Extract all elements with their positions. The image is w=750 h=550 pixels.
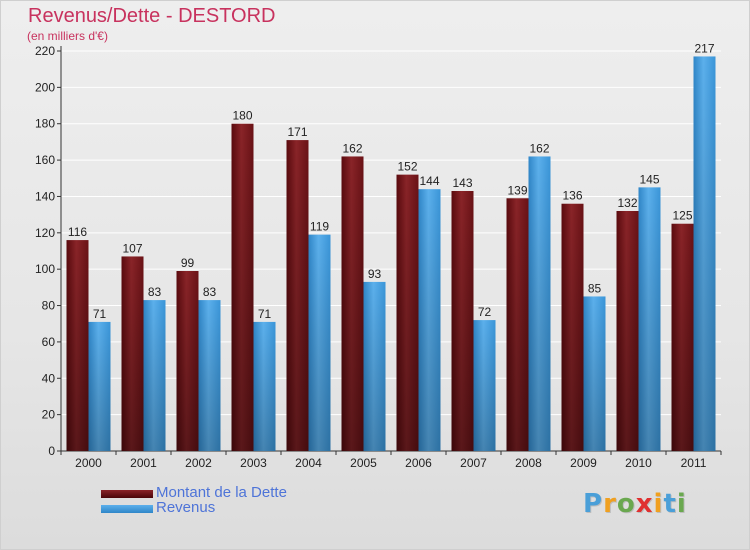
y-tick-label: 200: [35, 80, 55, 94]
data-label-dette: 139: [507, 183, 527, 197]
x-tick-label: 2005: [350, 456, 377, 470]
data-label-revenus: 93: [368, 267, 382, 281]
bar-revenus-shade: [308, 234, 331, 451]
bar-revenus-shade: [473, 320, 496, 451]
x-tick-label: 2003: [240, 456, 267, 470]
bar-dette-shade: [561, 203, 584, 451]
data-label-revenus: 217: [694, 41, 714, 55]
bar-revenus-shade: [583, 296, 606, 451]
legend-label-dette: Montant de la Dette: [156, 484, 287, 501]
data-label-revenus: 85: [588, 281, 602, 295]
bars: [66, 56, 716, 452]
bar-dette-shade: [616, 211, 639, 451]
data-label-revenus: 162: [529, 141, 549, 155]
data-label-revenus: 145: [639, 172, 659, 186]
data-label-dette: 171: [287, 125, 307, 139]
x-tick-label: 2006: [405, 456, 432, 470]
data-label-dette: 152: [397, 160, 417, 174]
logo-letter: i: [653, 489, 664, 519]
y-tick-label: 180: [35, 117, 55, 131]
data-label-revenus: 72: [478, 305, 492, 319]
bar-dette-shade: [121, 256, 144, 451]
x-tick-label: 2009: [570, 456, 597, 470]
grid-lines: [61, 50, 721, 452]
data-label-revenus: 83: [148, 285, 162, 299]
x-tick-label: 2010: [625, 456, 652, 470]
bar-revenus-shade: [638, 187, 661, 451]
bar-dette-shade: [231, 123, 254, 452]
logo-letter: i: [676, 489, 687, 519]
bar-dette-shade: [176, 271, 199, 451]
bar-revenus-shade: [693, 56, 716, 452]
bar-revenus-shade: [143, 300, 166, 451]
data-label-revenus: 71: [93, 307, 107, 321]
y-tick-label: 140: [35, 189, 55, 203]
bar-dette-shade: [506, 198, 529, 451]
proxiti-logo: Proxiti: [583, 489, 687, 519]
data-label-dette: 107: [122, 241, 142, 255]
x-tick-label: 2008: [515, 456, 542, 470]
x-tick-label: 2011: [681, 456, 707, 470]
x-tick-label: 2004: [295, 456, 322, 470]
y-tick-label: 40: [42, 371, 56, 385]
data-label-dette: 99: [181, 256, 195, 270]
y-tick-label: 80: [42, 299, 56, 313]
bar-revenus-shade: [418, 189, 441, 451]
logo-letter: o: [616, 489, 636, 519]
x-tick-label: 2000: [75, 456, 102, 470]
logo-letter: x: [635, 489, 654, 519]
chart-subtitle: (en milliers d'€): [27, 29, 108, 43]
y-tick-label: 120: [35, 226, 55, 240]
bar-dette-shade: [341, 156, 364, 452]
data-label-revenus: 71: [258, 307, 272, 321]
bar-revenus-shade: [363, 281, 386, 451]
data-label-dette: 136: [562, 189, 582, 203]
bar-dette-shade: [451, 191, 474, 451]
y-tick-label: 20: [42, 408, 56, 422]
y-tick-label: 0: [48, 444, 55, 458]
data-label-dette: 162: [342, 141, 362, 155]
data-label-revenus: 83: [203, 285, 217, 299]
bar-revenus-shade: [253, 321, 276, 451]
bar-dette-shade: [671, 223, 694, 451]
logo-letter: P: [583, 489, 604, 519]
bar-dette-shade: [396, 174, 419, 452]
bar-revenus-shade: [528, 156, 551, 452]
logo-letter: r: [603, 489, 617, 519]
legend-swatch-dette: [101, 490, 153, 498]
bar-dette-shade: [66, 240, 89, 451]
axes: 0 20 40 60 80 100 120 140 160 180 200 220 2000 2001 20…: [35, 44, 722, 470]
data-label-dette: 143: [452, 176, 472, 190]
data-label-revenus: 119: [310, 220, 329, 234]
data-label-dette: 132: [617, 196, 637, 210]
y-tick-label: 220: [35, 44, 55, 58]
x-tick-label: 2001: [130, 456, 157, 470]
y-tick-label: 60: [42, 335, 56, 349]
x-tick-label: 2002: [185, 456, 212, 470]
bar-dette-shade: [286, 140, 309, 451]
data-label-dette: 180: [232, 109, 252, 123]
logo-letter: t: [663, 489, 677, 519]
legend-label-revenus: Revenus: [156, 499, 216, 516]
bar-revenus-shade: [88, 321, 111, 451]
bar-revenus-shade: [198, 300, 221, 451]
chart-title: Revenus/Dette - DESTORD: [28, 5, 276, 27]
data-label-dette: 125: [672, 209, 692, 223]
y-tick-label: 100: [35, 262, 55, 276]
legend-swatch-revenus: [101, 505, 153, 513]
data-label-dette: 116: [68, 225, 87, 239]
data-label-revenus: 144: [419, 174, 439, 188]
y-tick-label: 160: [35, 153, 55, 167]
x-tick-label: 2007: [460, 456, 487, 470]
